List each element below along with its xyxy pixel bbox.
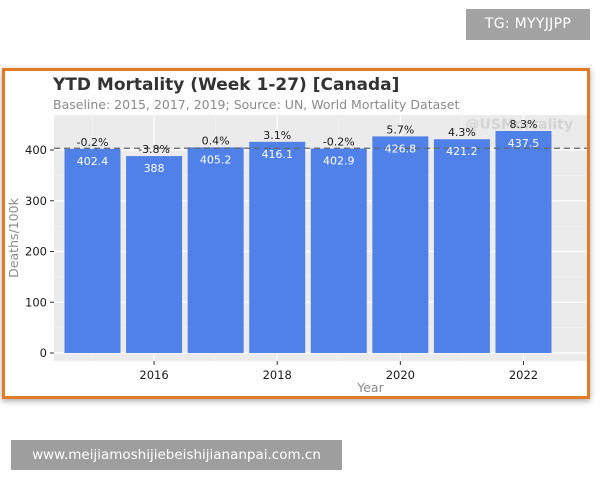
y-tick-label: 0 bbox=[40, 346, 47, 360]
bar-value-label: 437.5 bbox=[508, 137, 540, 150]
bar-value-label: 405.2 bbox=[200, 153, 232, 166]
chart-subtitle: Baseline: 2015, 2017, 2019; Source: UN, … bbox=[53, 97, 460, 112]
bar-value-label: 402.4 bbox=[77, 155, 109, 168]
x-tick-label: 2022 bbox=[509, 368, 538, 382]
bar-value-label: 388 bbox=[144, 162, 165, 175]
y-axis-title: Deaths/100k bbox=[6, 197, 21, 277]
bar-chart: @USMortality 402.4 -0.2% 388 -3.8% 405.2 0.4% 4… bbox=[6, 115, 587, 395]
y-tick-label: 300 bbox=[25, 194, 47, 208]
bar bbox=[126, 156, 183, 353]
x-axis-title: Year bbox=[356, 380, 384, 395]
bar bbox=[64, 148, 121, 353]
y-tick-label: 200 bbox=[25, 245, 47, 259]
bar-value-label: 421.2 bbox=[446, 145, 478, 158]
bar-pct-label: 4.3% bbox=[448, 126, 476, 139]
bar-value-label: 416.1 bbox=[261, 148, 293, 161]
bar-value-label: 426.8 bbox=[385, 142, 417, 155]
bar-pct-label: 0.4% bbox=[202, 134, 230, 147]
bar-pct-label: -0.2% bbox=[77, 136, 109, 149]
bar-pct-label: -0.2% bbox=[323, 136, 355, 149]
telegram-badge: TG: MYYJJPP bbox=[466, 9, 590, 40]
bar bbox=[495, 130, 552, 353]
bar bbox=[310, 148, 367, 353]
x-tick-label: 2020 bbox=[386, 368, 415, 382]
bar bbox=[249, 141, 306, 353]
website-footer-banner: www.meijiamoshijiebeishijiananpai.com.cn bbox=[11, 440, 342, 470]
bar-pct-label: 3.1% bbox=[263, 129, 291, 142]
x-tick-label: 2016 bbox=[139, 368, 168, 382]
chart-title: YTD Mortality (Week 1-27) [Canada] bbox=[53, 75, 400, 95]
bar-pct-label: 8.3% bbox=[510, 118, 538, 131]
bar bbox=[187, 147, 244, 353]
bar bbox=[372, 136, 429, 353]
bar bbox=[433, 139, 490, 353]
y-tick-label: 100 bbox=[25, 295, 47, 309]
chart-frame: YTD Mortality (Week 1-27) [Canada] Basel… bbox=[2, 68, 590, 399]
bar-pct-label: 5.7% bbox=[386, 123, 414, 136]
x-tick-label: 2018 bbox=[263, 368, 292, 382]
bar-value-label: 402.9 bbox=[323, 155, 355, 168]
bar-pct-label: -3.8% bbox=[138, 143, 170, 156]
chart-watermark: @USMortality bbox=[466, 117, 573, 133]
y-tick-label: 400 bbox=[25, 143, 47, 157]
